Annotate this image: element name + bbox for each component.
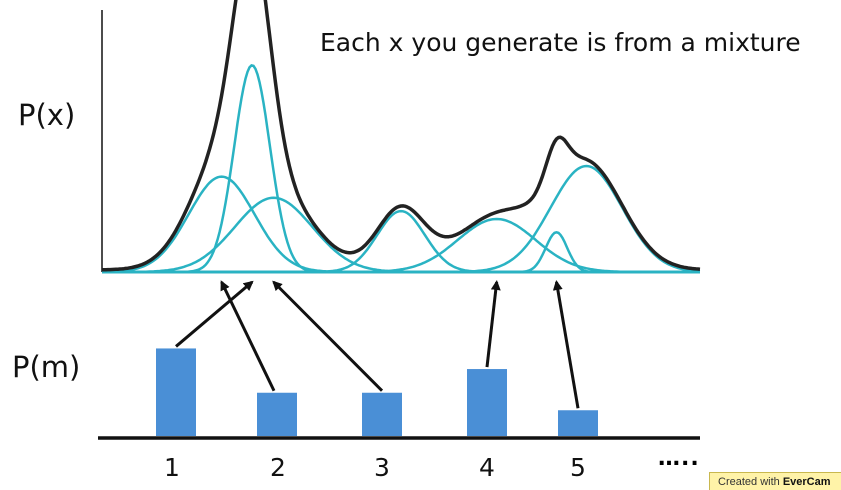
more-ellipsis: ….. — [658, 446, 700, 471]
arrow-1 — [175, 280, 254, 348]
arrow-5 — [552, 280, 580, 409]
mixture-density — [102, 0, 701, 272]
headline-text: Each x you generate is from a mixture — [320, 28, 801, 57]
component-arrows — [175, 280, 580, 409]
pm-bar-3 — [362, 392, 402, 436]
component-curve-1 — [101, 175, 700, 274]
watermark-badge: Created with EverCam — [709, 472, 841, 490]
mixture-components — [101, 64, 701, 274]
category-label-1: 1 — [164, 453, 180, 482]
pm-bar-4 — [467, 369, 507, 436]
arrow-3 — [272, 280, 384, 392]
component-curve-6 — [102, 230, 700, 274]
pm-bars — [156, 348, 598, 436]
watermark-brand: EverCam — [782, 476, 831, 488]
category-label-5: 5 — [570, 453, 586, 482]
arrow-4 — [485, 280, 501, 368]
pm-axis-label: P(m) — [12, 350, 81, 384]
arrow-2 — [220, 280, 276, 392]
category-label-4: 4 — [479, 453, 495, 482]
mixture-curve — [102, 0, 701, 272]
pm-bar-1 — [156, 348, 196, 436]
category-label-2: 2 — [270, 453, 286, 482]
px-axis-label: P(x) — [18, 98, 76, 132]
pm-bar-2 — [257, 392, 297, 436]
category-label-3: 3 — [374, 453, 390, 482]
pm-bar-5 — [558, 410, 598, 436]
watermark-prefix: Created with — [718, 476, 783, 488]
component-curve-2 — [102, 64, 700, 274]
component-curve-7 — [102, 164, 701, 274]
